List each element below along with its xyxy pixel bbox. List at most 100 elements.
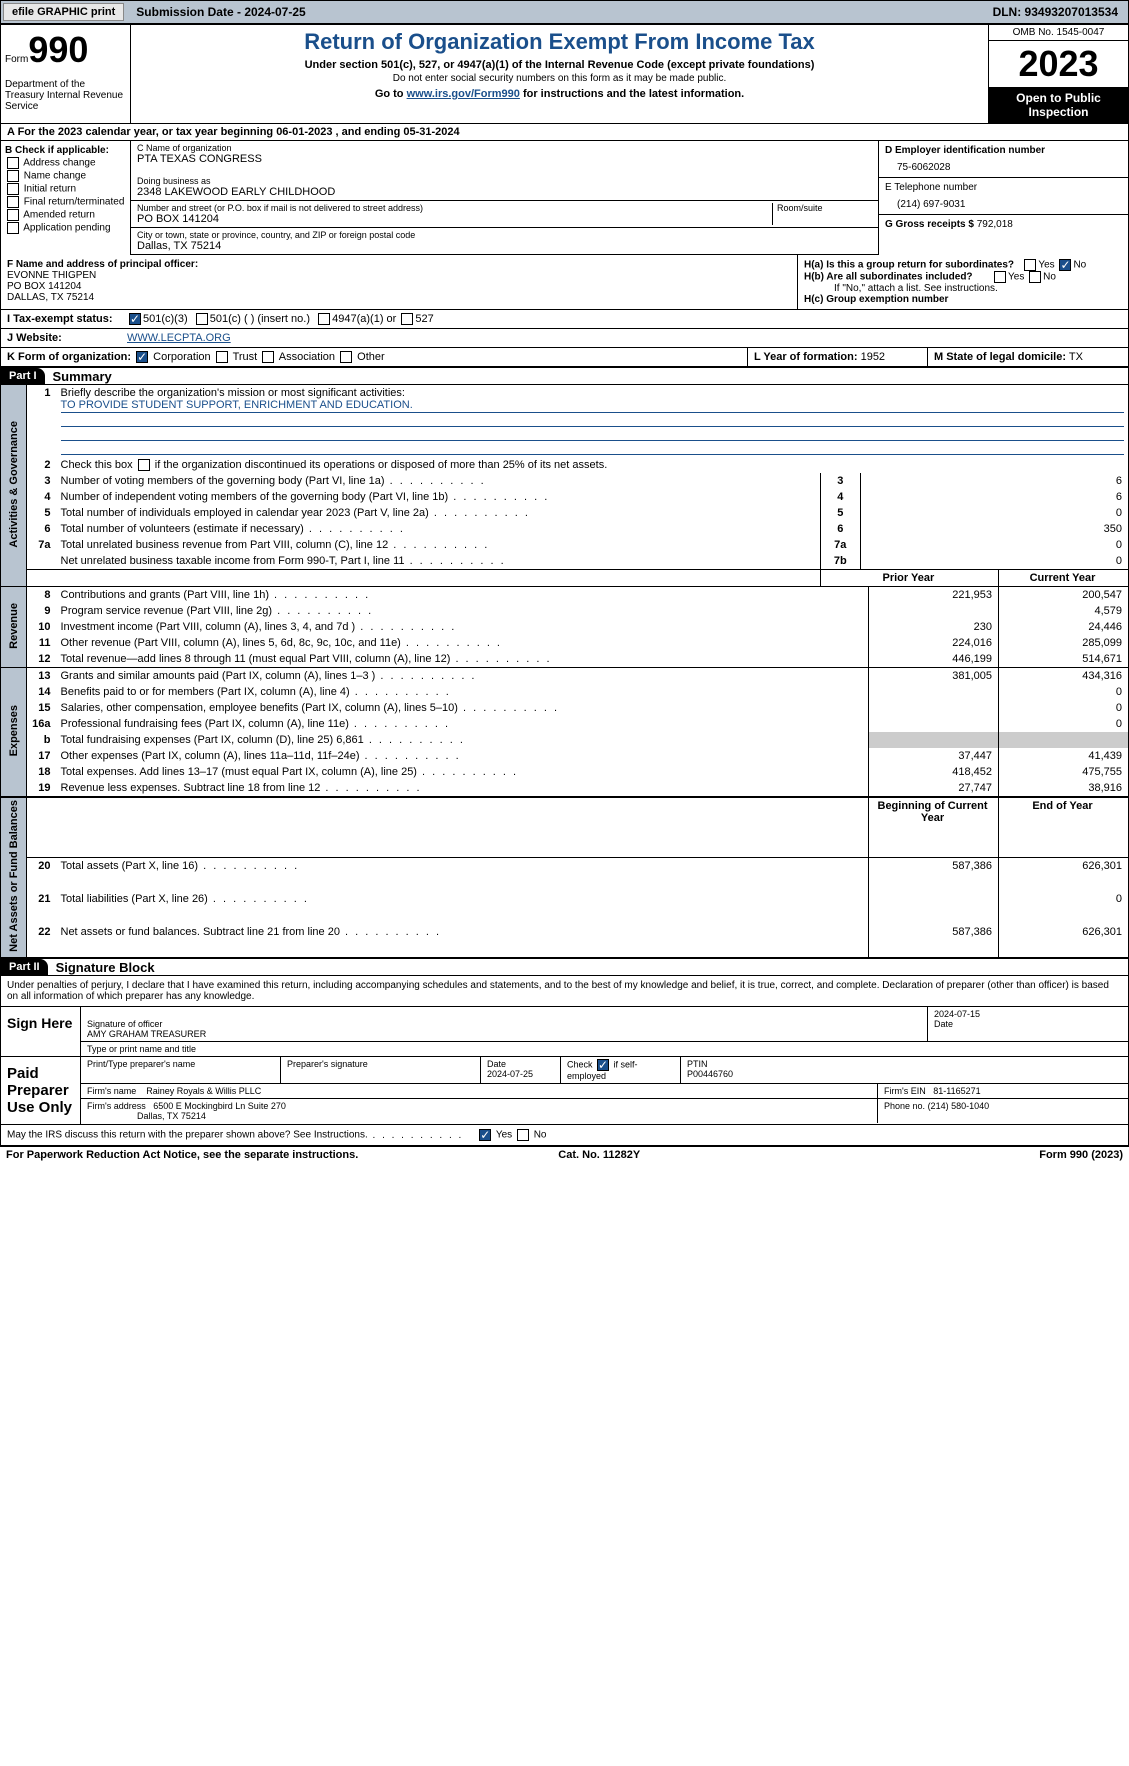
line-b-prior	[869, 732, 999, 748]
q3: Number of voting members of the governin…	[57, 473, 821, 489]
form-subtitle-3: Go to www.irs.gov/Form990 for instructio…	[135, 88, 984, 100]
line-9-desc: Program service revenue (Part VIII, line…	[57, 603, 869, 619]
submission-date: Submission Date - 2024-07-25	[136, 5, 305, 19]
website-value[interactable]: WWW.LECPTA.ORG	[127, 332, 231, 344]
box-b-header: B Check if applicable:	[5, 145, 126, 156]
officer-label: F Name and address of principal officer:	[7, 259, 791, 270]
ptin-label: PTIN	[687, 1059, 708, 1069]
line-11-prior: 224,016	[869, 635, 999, 651]
line-13-current: 434,316	[999, 668, 1129, 684]
firm-addr-label: Firm's address	[87, 1101, 146, 1111]
line-21-desc: Total liabilities (Part X, line 26)	[57, 891, 869, 924]
prep-date: 2024-07-25	[487, 1069, 533, 1079]
line-20-desc: Total assets (Part X, line 16)	[57, 857, 869, 891]
h-block: H(a) Is this a group return for subordin…	[798, 255, 1128, 309]
sig-date-label: Date	[934, 1019, 953, 1029]
other-check[interactable]	[340, 351, 352, 363]
line-17-desc: Other expenses (Part IX, column (A), lin…	[57, 748, 869, 764]
part2-num: Part II	[1, 959, 48, 975]
hc-label: H(c) Group exemption number	[804, 294, 948, 305]
addr-label: Number and street (or P.O. box if mail i…	[137, 203, 772, 213]
line-8-desc: Contributions and grants (Part VIII, lin…	[57, 587, 869, 603]
addr-value: PO BOX 141204	[137, 213, 772, 225]
firm-addr: 6500 E Mockingbird Ln Suite 270	[153, 1101, 286, 1111]
line-18-desc: Total expenses. Add lines 13–17 (must eq…	[57, 764, 869, 780]
dba-value: 2348 LAKEWOOD EARLY CHILDHOOD	[137, 186, 872, 198]
part1-num: Part I	[1, 368, 45, 384]
open-inspection: Open to Public Inspection	[989, 87, 1128, 123]
line-18-prior: 418,452	[869, 764, 999, 780]
firm-name-label: Firm's name	[87, 1086, 136, 1096]
expenses-table: Expenses13Grants and similar amounts pai…	[0, 668, 1129, 797]
perjury-statement: Under penalties of perjury, I declare th…	[1, 976, 1128, 1006]
amended-return-check[interactable]: Amended return	[5, 209, 126, 221]
4947-check[interactable]	[318, 313, 330, 325]
v7b: 0	[860, 553, 1128, 570]
line-20-bcy: 587,386	[869, 857, 999, 891]
gross-label: G Gross receipts $	[885, 219, 974, 230]
line-14-prior	[869, 684, 999, 700]
line-19-desc: Revenue less expenses. Subtract line 18 …	[57, 780, 869, 797]
app-pending-check[interactable]: Application pending	[5, 222, 126, 234]
final-return-check[interactable]: Final return/terminated	[5, 196, 126, 208]
q6: Total number of volunteers (estimate if …	[57, 521, 821, 537]
paid-preparer-label: Paid Preparer Use Only	[1, 1057, 81, 1124]
assoc-check[interactable]	[262, 351, 274, 363]
line-13-prior: 381,005	[869, 668, 999, 684]
header-bar: efile GRAPHIC print Submission Date - 20…	[0, 0, 1129, 24]
mission-text: TO PROVIDE STUDENT SUPPORT, ENRICHMENT A…	[61, 399, 1125, 413]
domicile-label: M State of legal domicile:	[934, 351, 1066, 363]
line-12-current: 514,671	[999, 651, 1129, 668]
line-8-current: 200,547	[999, 587, 1129, 603]
line-19-prior: 27,747	[869, 780, 999, 797]
hb-label: H(b) Are all subordinates included?	[804, 272, 973, 283]
row-j: J Website: WWW.LECPTA.ORG	[0, 329, 1129, 348]
line-21-eoy: 0	[999, 891, 1129, 924]
city-label: City or town, state or province, country…	[137, 230, 872, 240]
line-9-prior	[869, 603, 999, 619]
vtab-exp: Expenses	[1, 668, 27, 797]
discuss-label: May the IRS discuss this return with the…	[7, 1130, 463, 1141]
form-title-box: Return of Organization Exempt From Incom…	[131, 25, 988, 123]
dln: DLN: 93493207013534	[993, 5, 1118, 19]
initial-return-check[interactable]: Initial return	[5, 183, 126, 195]
line-10-current: 24,446	[999, 619, 1129, 635]
line-b-desc: Total fundraising expenses (Part IX, col…	[57, 732, 869, 748]
discuss-no[interactable]	[517, 1129, 529, 1141]
part1-header: Part I Summary	[0, 367, 1129, 385]
prior-year-hdr: Prior Year	[820, 570, 998, 587]
firm-ein-label: Firm's EIN	[884, 1086, 926, 1096]
sign-here-label: Sign Here	[1, 1007, 81, 1056]
line-19-current: 38,916	[999, 780, 1129, 797]
line-12-desc: Total revenue—add lines 8 through 11 (mu…	[57, 651, 869, 668]
signature-block: Under penalties of perjury, I declare th…	[0, 976, 1129, 1146]
q7b: Net unrelated business taxable income fr…	[57, 553, 821, 570]
discuss-yes[interactable]	[479, 1129, 491, 1141]
v5: 0	[860, 505, 1128, 521]
corp-check[interactable]	[136, 351, 148, 363]
501c3-check[interactable]	[129, 313, 141, 325]
form-org-label: K Form of organization:	[7, 351, 131, 363]
name-change-check[interactable]: Name change	[5, 170, 126, 182]
line-b-current	[999, 732, 1129, 748]
phone-value: (214) 697-9031	[885, 193, 1122, 210]
line-15-current: 0	[999, 700, 1129, 716]
efile-print-button[interactable]: efile GRAPHIC print	[3, 3, 124, 21]
form-header: Form990 Department of the Treasury Inter…	[0, 24, 1129, 124]
form-subtitle-2: Do not enter social security numbers on …	[135, 73, 984, 84]
form990-link[interactable]: www.irs.gov/Form990	[407, 88, 520, 100]
527-check[interactable]	[401, 313, 413, 325]
ha-label: H(a) Is this a group return for subordin…	[804, 260, 1014, 271]
prep-name-label: Print/Type preparer's name	[81, 1057, 281, 1083]
org-name: PTA TEXAS CONGRESS	[137, 153, 872, 165]
line-11-current: 285,099	[999, 635, 1129, 651]
line-16a-prior	[869, 716, 999, 732]
prep-date-label: Date	[487, 1059, 506, 1069]
trust-check[interactable]	[216, 351, 228, 363]
501c-check[interactable]	[196, 313, 208, 325]
addr-change-check[interactable]: Address change	[5, 157, 126, 169]
row-i: I Tax-exempt status: 501(c)(3) 501(c) ( …	[0, 310, 1129, 329]
year-box: OMB No. 1545-0047 2023 Open to Public In…	[988, 25, 1128, 123]
line-21-bcy	[869, 891, 999, 924]
ein-label: D Employer identification number	[885, 145, 1122, 156]
